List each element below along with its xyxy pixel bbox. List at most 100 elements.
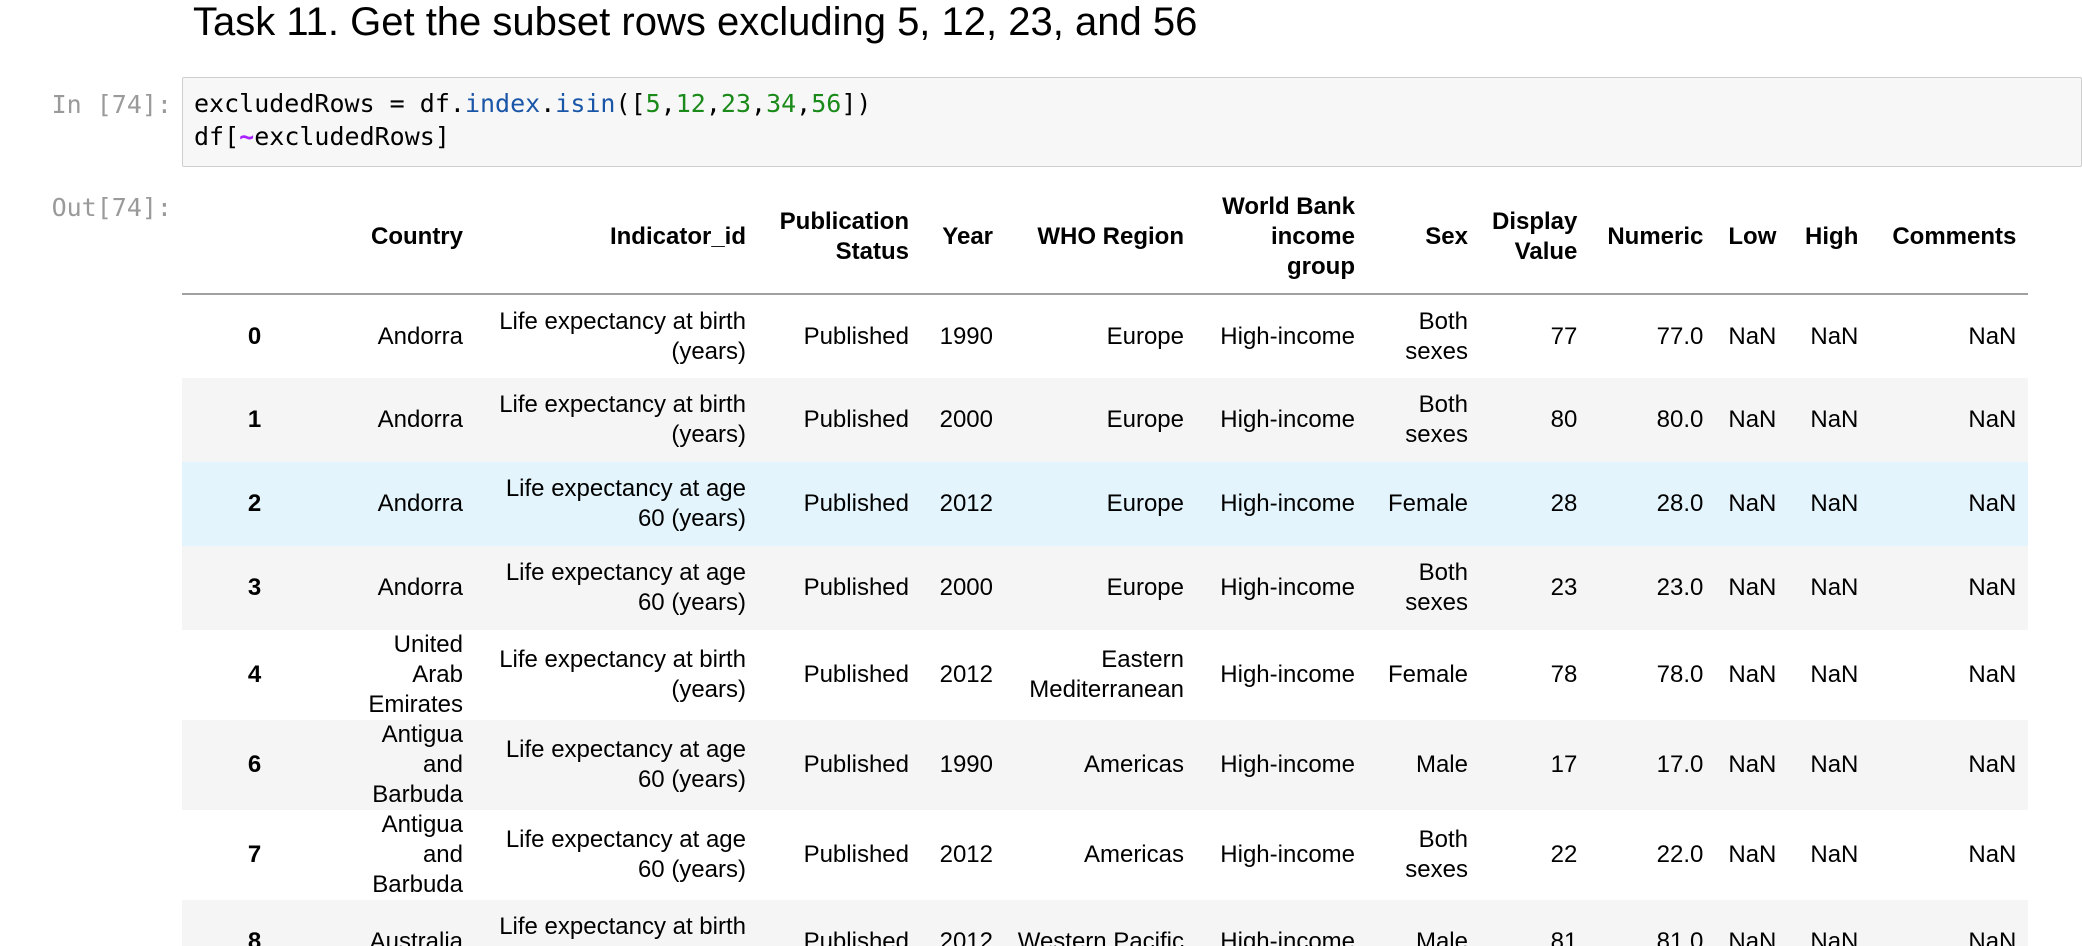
table-cell: NaN [1728, 574, 1777, 601]
table-cell: Male [1415, 751, 1468, 778]
table-row: 8 Australia Life expectancy at birth (year… [182, 900, 2029, 946]
output-area: Country Indicator_id Publication Status Yea… [182, 180, 2042, 946]
table-cell: High-income [1220, 490, 1355, 517]
row-index: 2 [247, 490, 262, 517]
table-cell: Published [803, 928, 909, 946]
code-token: df[ [194, 122, 240, 151]
table-cell: High-income [1220, 574, 1355, 601]
column-header: Year [921, 180, 1005, 295]
table-cell: Life expectancy at birth (years) [499, 913, 746, 946]
table-cell: NaN [1810, 661, 1859, 688]
table-cell: NaN [1810, 490, 1859, 517]
table-cell: NaN [1968, 841, 2017, 868]
table-cell: Europe [1106, 574, 1184, 601]
table-cell: Published [803, 406, 909, 433]
table-cell: 23.0 [1656, 574, 1704, 601]
table-cell: 2012 [939, 841, 993, 868]
table-cell: 80 [1550, 406, 1578, 433]
table-cell: NaN [1810, 322, 1859, 350]
code-operator: ~ [239, 122, 255, 151]
table-cell: NaN [1728, 406, 1777, 433]
table-cell: 78.0 [1656, 661, 1704, 688]
column-header: Country [327, 180, 475, 295]
table-cell: High-income [1220, 751, 1355, 778]
table-cell: NaN [1968, 490, 2017, 517]
code-input-area[interactable]: excludedRows = df.index.isin([5,12,23,34… [182, 77, 2082, 167]
table-row: 7 Antigua and Barbuda Life expectancy at a… [182, 810, 2028, 900]
table-cell: NaN [1810, 406, 1859, 433]
table-cell: Western Pacific [1017, 928, 1184, 946]
input-prompt: In [74]: [51, 90, 172, 119]
code-token: = [374, 89, 420, 118]
table-cell: Both sexes [1405, 826, 1468, 883]
table-row: 6 Antigua and Barbuda Life expectancy at a… [182, 720, 2029, 810]
code-number: 5 [645, 89, 661, 118]
table-cell: Published [803, 841, 909, 868]
table-row: 4 United Arab Emirates Life expectancy at … [182, 630, 2028, 720]
table-cell: 2000 [939, 574, 993, 601]
table-cell: Life expectancy at birth (years) [499, 307, 746, 365]
table-cell: NaN [1968, 322, 2017, 350]
table-cell: NaN [1810, 928, 1859, 946]
table-cell: Australia [369, 928, 463, 946]
table-row: 2 Andorra Life expectancy at age 60 (years… [182, 462, 2029, 546]
row-index: 4 [247, 661, 262, 688]
table-cell: High-income [1220, 406, 1355, 433]
column-header: Comments [1870, 180, 2029, 295]
code-editor[interactable]: excludedRows = df.index.isin([5,12,23,34… [194, 87, 871, 153]
table-cell: Europe [1106, 490, 1184, 517]
column-header: Display Value [1480, 180, 1590, 295]
code-token: excludedRows] [254, 122, 450, 151]
column-header: Indicator_id [475, 180, 758, 295]
table-cell: 2000 [939, 406, 993, 433]
cell-heading: Task 11. Get the subset rows excluding 5… [193, 0, 1198, 44]
table-cell: High-income [1220, 322, 1355, 350]
code-token: index [464, 89, 541, 118]
table-cell: NaN [1728, 490, 1777, 517]
dataframe-table: Country Indicator_id Publication Status Yea… [182, 180, 2029, 946]
table-cell: Life expectancy at age 60 (years) [505, 559, 746, 616]
code-token: isin [555, 89, 616, 118]
table-cell: 2012 [939, 490, 993, 517]
table-cell: High-income [1220, 661, 1355, 688]
table-cell: NaN [1968, 928, 2017, 946]
table-cell: Life expectancy at age 60 (years) [505, 826, 746, 883]
table-cell: 78 [1550, 661, 1578, 688]
table-cell: Americas [1083, 841, 1184, 868]
code-token: , [660, 89, 676, 118]
code-token: , [751, 89, 767, 118]
column-header: High [1788, 180, 1871, 295]
header-row: Country Indicator_id Publication Status Yea… [182, 180, 2029, 295]
table-cell: Eastern Mediterranean [1029, 646, 1184, 703]
table-cell: 77 [1550, 322, 1578, 350]
table-cell: 2012 [939, 661, 993, 688]
table-cell: Published [803, 661, 909, 688]
table-cell: 23 [1550, 574, 1578, 601]
table-cell: Published [803, 490, 909, 517]
table-cell: Life expectancy at age 60 (years) [505, 475, 746, 532]
code-token: ([ [615, 89, 646, 118]
table-row: 1 Andorra Life expectancy at birth (years)… [182, 378, 2029, 462]
index-header [182, 180, 327, 295]
table-cell: Life expectancy at birth (years) [499, 646, 746, 703]
code-token: ]) [841, 89, 872, 118]
table-cell: 81.0 [1656, 928, 1704, 946]
table-cell: NaN [1810, 574, 1859, 601]
table-cell: Americas [1083, 751, 1184, 778]
output-prompt: Out[74]: [51, 193, 172, 222]
table-cell: Andorra [377, 406, 463, 433]
table-cell: High-income [1220, 928, 1355, 946]
code-token: df. [419, 89, 465, 118]
code-number: 12 [675, 89, 706, 118]
table-cell: 2012 [939, 928, 993, 946]
table-cell: Both sexes [1405, 307, 1468, 365]
table-cell: NaN [1810, 751, 1859, 778]
table-cell: NaN [1728, 841, 1777, 868]
table-cell: Andorra [377, 322, 463, 350]
code-number: 34 [766, 89, 797, 118]
row-index: 1 [247, 406, 262, 433]
code-token: , [796, 89, 812, 118]
row-index: 0 [247, 322, 262, 350]
table-cell: Europe [1106, 322, 1184, 350]
table-cell: Published [803, 322, 909, 350]
